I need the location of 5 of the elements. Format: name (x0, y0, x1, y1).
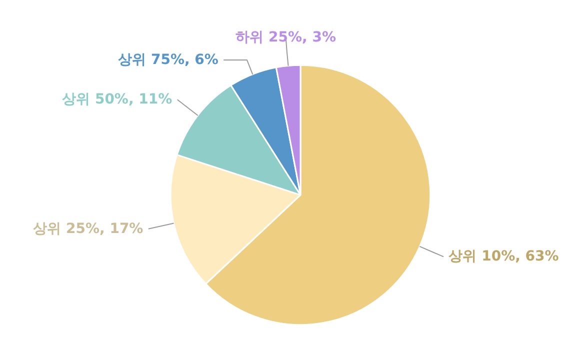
slice-label: 상위 10%, 63% (448, 248, 559, 265)
slice-label: 상위 25%, 17% (33, 220, 144, 237)
slice-label: 상위 75%, 6% (118, 52, 218, 68)
slice-label: 하위 25%, 3% (236, 30, 336, 46)
slice-label: 상위 50%, 11% (62, 92, 172, 108)
